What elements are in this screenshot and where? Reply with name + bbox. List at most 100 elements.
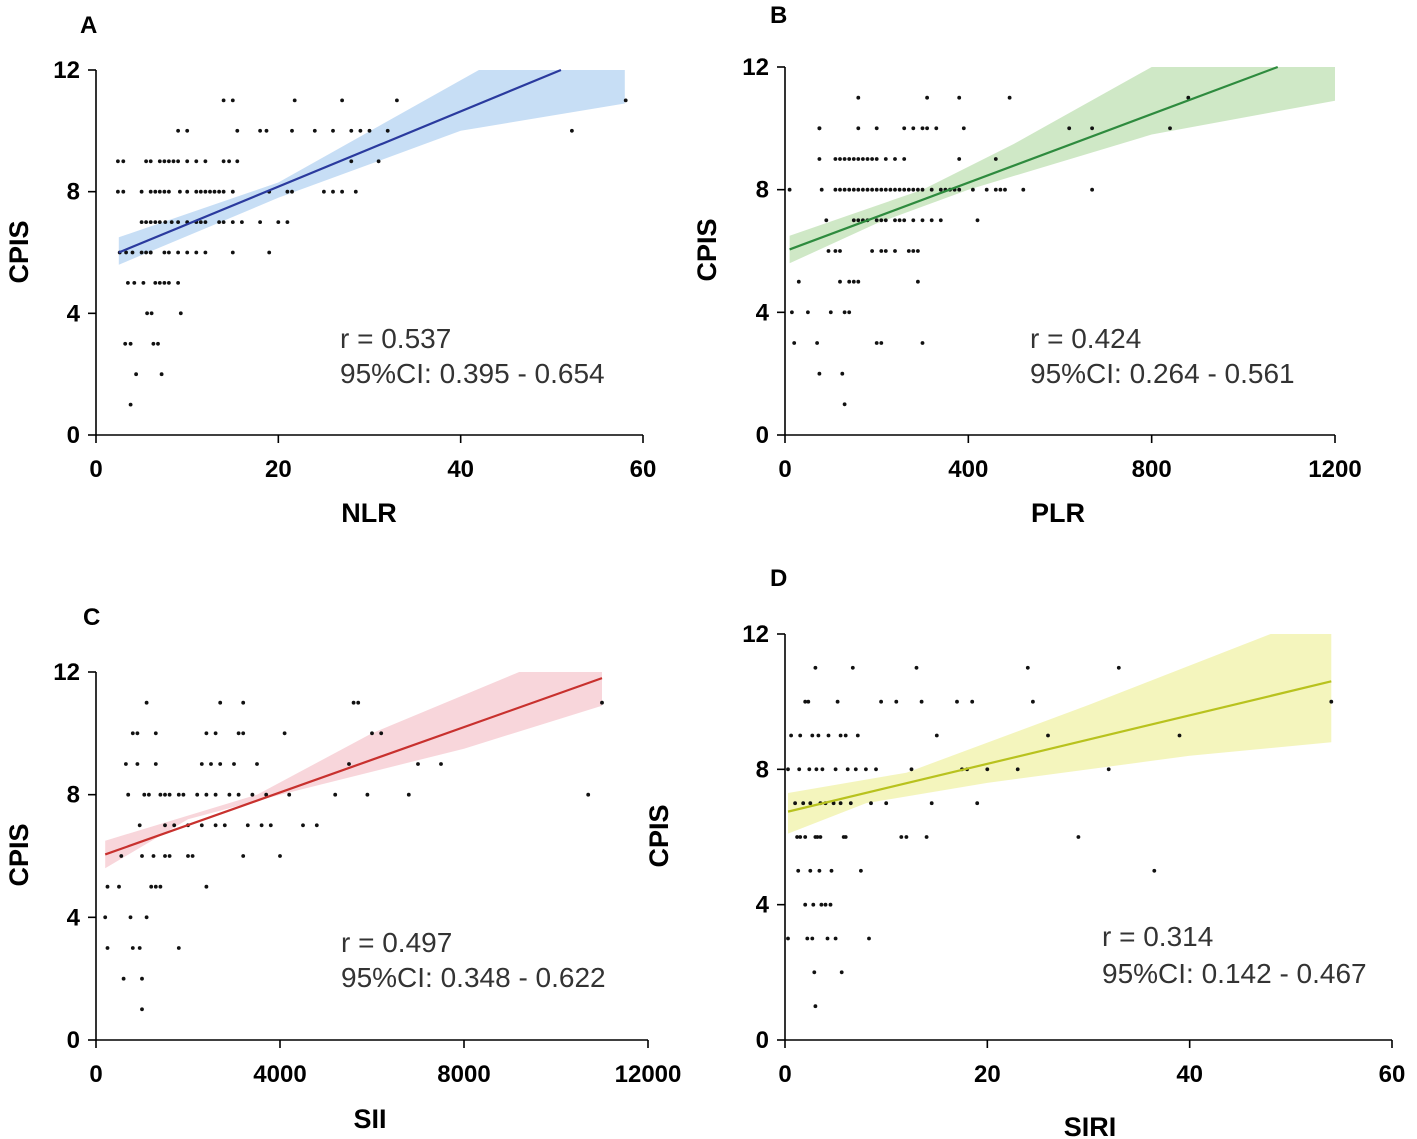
data-point-c (121, 976, 126, 981)
data-point-c (144, 915, 149, 920)
data-point-a (194, 250, 199, 255)
data-point-b (826, 249, 831, 253)
stat-ci-c: 95%CI: 0.348 - 0.622 (341, 962, 606, 993)
data-point-a (221, 189, 226, 194)
data-point-b (916, 187, 920, 192)
x-tick-label-c: 0 (89, 1061, 102, 1088)
data-point-c (218, 762, 223, 766)
data-point-b (870, 249, 874, 253)
data-point-b (856, 187, 861, 192)
data-point-d (919, 699, 924, 704)
x-tick-label-d: 0 (778, 1061, 791, 1088)
data-point-c (147, 792, 151, 797)
panel-b: B 0 400 800 1200 0 4 8 12 PLR CPIS r = 0.424 95… (692, 2, 1362, 528)
y-tick-label-a: 12 (53, 57, 80, 84)
data-point-c (314, 823, 319, 828)
data-point-d (811, 902, 816, 907)
data-point-c (236, 792, 241, 797)
y-tick-label-b: 12 (742, 54, 769, 81)
data-point-a (194, 189, 199, 194)
data-point-a (264, 128, 269, 133)
data-point-a (203, 159, 208, 164)
data-point-b (856, 157, 861, 161)
data-point-c (153, 762, 158, 766)
x-tick-label-c: 4000 (253, 1061, 306, 1088)
data-point-b (1007, 95, 1012, 100)
confidence-band-a (118, 70, 625, 265)
data-point-a (144, 159, 149, 164)
panel-letter-b: B (770, 2, 787, 29)
y-tick-label-c: 12 (53, 659, 80, 686)
data-point-b (929, 218, 934, 223)
data-point-c (282, 731, 287, 736)
data-point-a (212, 189, 217, 194)
data-point-a (285, 220, 290, 225)
data-point-a (178, 189, 182, 194)
regression-line-d (787, 680, 1332, 813)
x-tick-label-d: 40 (1176, 1061, 1203, 1088)
data-point-a (144, 220, 149, 225)
data-point-c (370, 731, 374, 736)
stat-ci-a: 95%CI: 0.395 - 0.654 (340, 358, 605, 389)
data-point-a (153, 281, 158, 285)
data-point-d (808, 801, 813, 806)
data-point-a (144, 250, 149, 255)
data-point-c (209, 762, 213, 766)
data-point-d (867, 936, 871, 941)
data-point-b (817, 371, 822, 376)
data-point-a (203, 189, 208, 194)
data-point-a (198, 220, 203, 225)
data-point-d (1076, 835, 1081, 839)
data-point-a (285, 189, 290, 194)
data-point-c (142, 792, 147, 797)
data-point-d (808, 868, 813, 873)
data-point-d (806, 699, 811, 704)
data-point-c (218, 700, 223, 705)
data-point-a (153, 220, 158, 225)
data-point-b (920, 126, 925, 131)
data-point-a (139, 250, 144, 255)
data-point-d (826, 733, 831, 738)
data-point-d (879, 699, 883, 704)
data-point-b (906, 187, 911, 192)
data-point-d (850, 665, 855, 670)
data-point-a (126, 281, 130, 285)
data-point-c (105, 884, 110, 889)
data-point-c (186, 854, 190, 858)
data-point-b (842, 157, 847, 161)
data-point-a (121, 159, 126, 164)
stat-ci-d: 95%CI: 0.142 - 0.467 (1102, 958, 1367, 989)
data-point-a (395, 98, 399, 103)
data-point-b (1090, 126, 1094, 131)
data-point-b (902, 218, 907, 223)
data-point-a (176, 220, 181, 225)
y-tick-label-d: 12 (742, 621, 769, 648)
data-point-a (258, 220, 262, 225)
data-point-b (817, 157, 822, 161)
data-point-d (1177, 733, 1182, 738)
data-point-b (938, 187, 943, 192)
data-point-c (250, 792, 255, 797)
data-point-b (870, 157, 874, 161)
data-point-b (971, 187, 975, 192)
data-point-c (333, 792, 338, 797)
data-point-d (843, 733, 848, 738)
data-point-d (1046, 733, 1050, 738)
data-point-a (258, 128, 262, 133)
data-point-d (820, 767, 825, 772)
data-point-c (163, 854, 167, 858)
data-point-a (141, 281, 146, 285)
data-point-b (874, 157, 879, 161)
data-point-a (148, 159, 153, 164)
data-point-c (163, 823, 167, 828)
data-point-b (957, 187, 962, 192)
data-point-c (199, 823, 204, 828)
data-point-a (623, 98, 628, 103)
data-point-c (158, 792, 163, 797)
x-tick-label-d: 60 (1379, 1061, 1406, 1088)
data-point-d (786, 936, 790, 941)
panel-letter-a: A (80, 12, 97, 39)
regression-line-b (789, 65, 1279, 251)
data-point-b (902, 157, 907, 161)
